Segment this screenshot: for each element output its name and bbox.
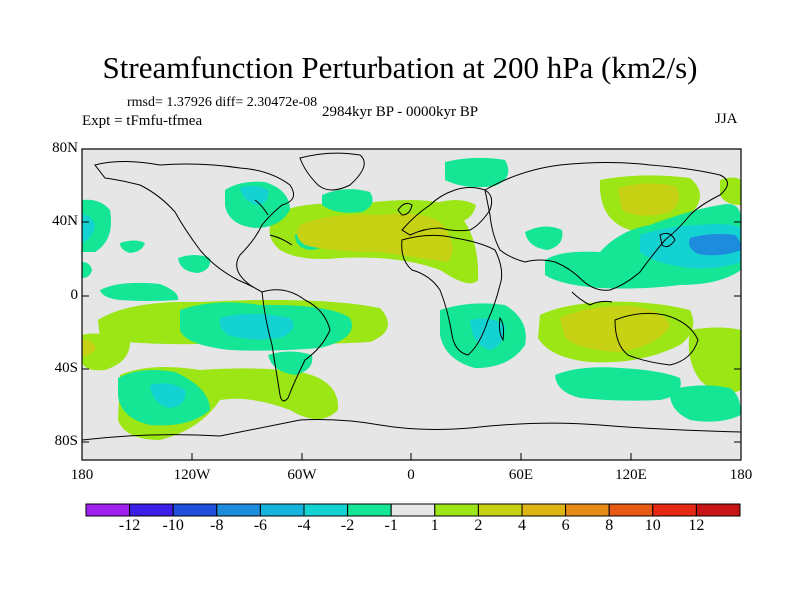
x-tick-label: 120W	[173, 467, 211, 483]
colorbar-swatch	[259, 503, 305, 517]
colorbar-label: -4	[297, 517, 311, 534]
x-ticks	[81, 453, 742, 460]
x-tick-label: 120E	[615, 467, 647, 483]
colorbar-swatch	[477, 503, 523, 517]
rmsd-diff-stats: rmsd= 1.37926 diff= 2.30472e-08	[127, 95, 318, 110]
x-tick-label: 0	[407, 467, 415, 483]
colorbar-label: -12	[118, 517, 141, 534]
season-label: JJA	[715, 111, 738, 127]
colorbar-label: 4	[518, 517, 526, 534]
colorbar-swatch	[434, 503, 479, 517]
colorbar-swatch	[85, 503, 131, 517]
figure-title: Streamfunction Perturbation at 200 hPa (…	[102, 50, 698, 85]
colorbar-swatch	[521, 503, 567, 517]
colorbar-swatch	[347, 503, 392, 517]
colorbar	[85, 503, 741, 517]
colorbar-swatch	[216, 503, 261, 517]
colorbar-swatch	[652, 503, 697, 517]
colorbar-label: 8	[605, 517, 614, 534]
colorbar-swatch	[303, 503, 349, 517]
colorbar-label: -10	[162, 517, 184, 534]
coastlines	[82, 152, 741, 441]
colorbar-label: 1	[430, 517, 439, 534]
colorbar-label: -8	[210, 517, 224, 534]
colorbar-label: 12	[688, 517, 705, 534]
colorbar-label: 2	[474, 517, 483, 534]
x-tick-label: 180	[70, 467, 94, 483]
colorbar-swatch	[565, 503, 610, 517]
experiment-label: Expt = tFmfu-tfmea	[82, 113, 203, 129]
colorbar-label: 10	[644, 517, 661, 534]
y-tick-label: 80S	[54, 433, 78, 449]
x-tick-label: 60W	[287, 467, 317, 483]
colorbar-label: 6	[561, 517, 570, 534]
y-tick-label: 40N	[52, 213, 78, 229]
negative-anomaly-4to6	[689, 234, 741, 256]
colorbar-swatch	[608, 503, 654, 517]
colorbar-label: -2	[340, 517, 355, 534]
colorbar-swatch	[172, 503, 218, 517]
colorbar-swatch	[390, 503, 436, 517]
y-ticks	[82, 148, 741, 443]
colorbar-label: -1	[384, 517, 398, 534]
x-tick-label: 60E	[508, 467, 534, 483]
colorbar-swatch	[695, 503, 741, 517]
y-tick-label: 80N	[52, 140, 78, 156]
period-label: 2984kyr BP - 0000kyr BP	[322, 104, 479, 120]
y-tick-label: 0	[70, 287, 79, 303]
streamfunction-field	[82, 152, 741, 441]
y-tick-label: 40S	[54, 360, 78, 376]
colorbar-swatch	[129, 503, 174, 517]
x-tick-label: 180	[729, 467, 753, 483]
colorbar-label: -6	[253, 517, 268, 534]
